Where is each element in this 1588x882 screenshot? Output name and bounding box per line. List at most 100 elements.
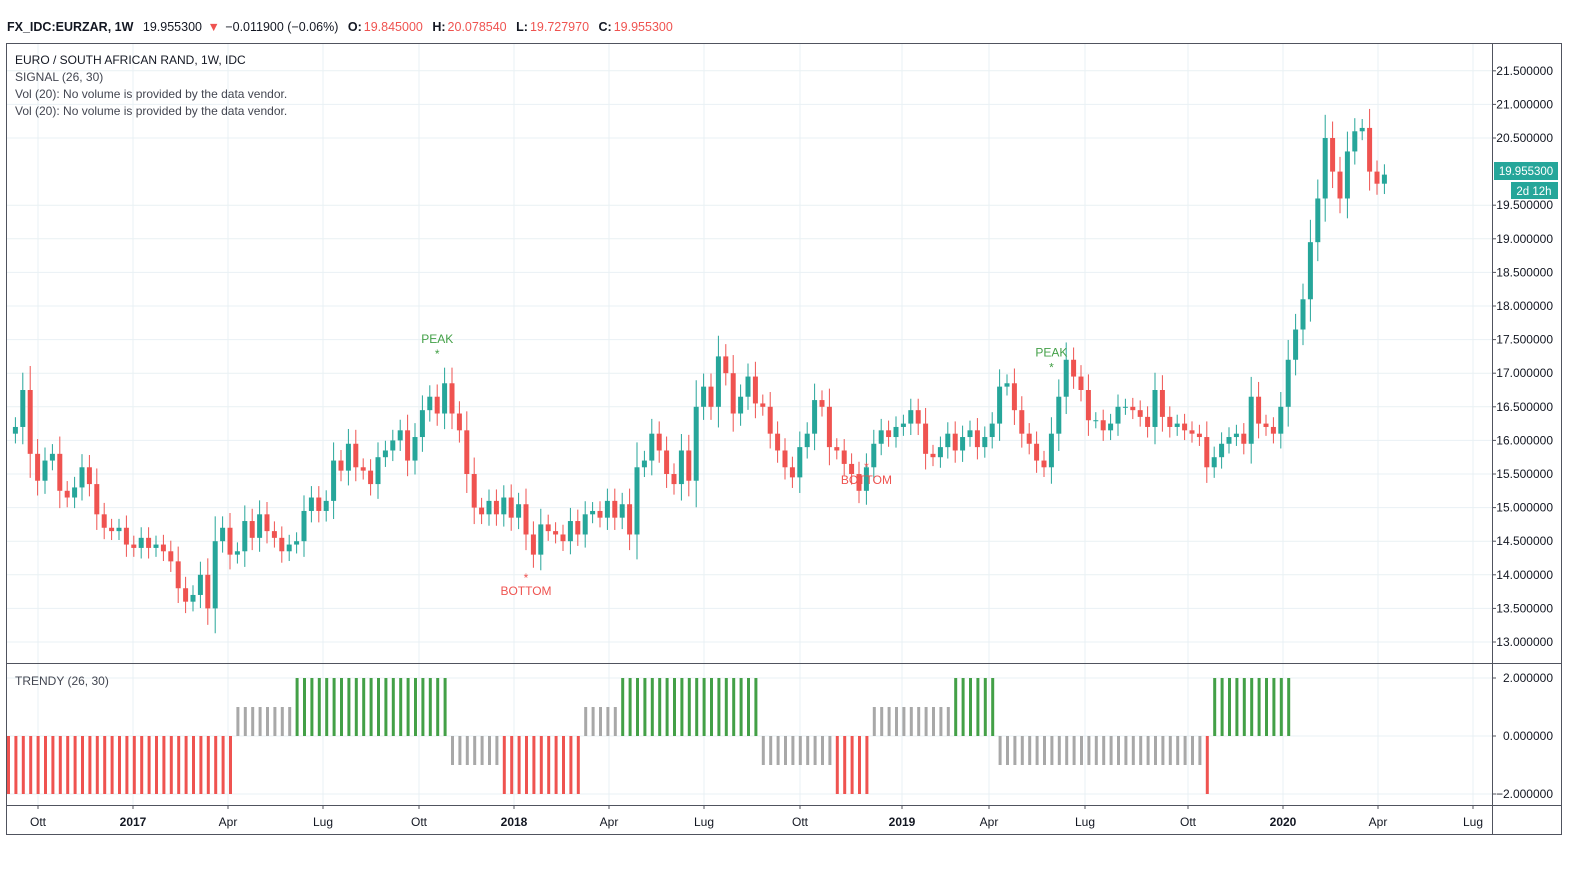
candle-body bbox=[1204, 437, 1210, 468]
trendy-bar bbox=[939, 707, 943, 736]
candle-body bbox=[1034, 443, 1040, 461]
price-tick-label: 14.000000 bbox=[1496, 568, 1553, 582]
candle-body bbox=[627, 504, 633, 535]
candle-body bbox=[1056, 396, 1062, 434]
trendy-bar bbox=[806, 736, 810, 765]
candle-body bbox=[1130, 406, 1136, 411]
trendy-bar bbox=[1265, 678, 1268, 736]
trendy-bar bbox=[243, 707, 247, 736]
trendy-bar bbox=[532, 736, 536, 794]
symbol-label[interactable]: FX_IDC:EURZAR, 1W bbox=[7, 20, 134, 34]
high-value: 20.078540 bbox=[447, 20, 507, 34]
candle-body bbox=[782, 450, 788, 468]
candle-body bbox=[730, 373, 736, 414]
candlestick-series[interactable] bbox=[12, 108, 1387, 634]
candle-body bbox=[123, 527, 129, 545]
chart-title[interactable]: EURO / SOUTH AFRICAN RAND, 1W, IDC bbox=[15, 53, 246, 67]
trendy-bar bbox=[14, 736, 18, 794]
trendy-bar bbox=[140, 736, 144, 794]
candle-body bbox=[1359, 127, 1365, 132]
price-tick-label: 15.000000 bbox=[1496, 501, 1553, 515]
trendy-bar bbox=[1161, 736, 1165, 765]
trendy-bar bbox=[184, 736, 188, 794]
trendy-bar bbox=[229, 736, 232, 794]
candle-body bbox=[686, 450, 692, 481]
candle-body bbox=[1278, 406, 1284, 434]
annotations: *PEAK*BOTTOM*BOTTOM*PEAK bbox=[421, 332, 1067, 598]
candle-body bbox=[523, 504, 529, 535]
chart-frame bbox=[6, 43, 1562, 835]
trendy-bar bbox=[1191, 736, 1194, 765]
candle-body bbox=[723, 356, 729, 374]
candle-body bbox=[693, 406, 699, 481]
trendy-bar bbox=[1072, 736, 1076, 765]
trendy-bar bbox=[821, 736, 824, 765]
price-tick-label: 20.500000 bbox=[1496, 131, 1553, 145]
candle-body bbox=[819, 400, 825, 407]
time-axis[interactable]: Ott 2017 Apr Lug Ott 2018 Apr Lug Ott 2019 Apr Lug O… bbox=[30, 805, 1483, 829]
trendy-bar bbox=[724, 678, 728, 736]
close-label: C: bbox=[598, 20, 612, 34]
trendy-series[interactable] bbox=[7, 678, 1291, 794]
trendy-bar bbox=[36, 736, 40, 794]
trendy-bar bbox=[480, 736, 484, 765]
trendy-bar bbox=[1235, 678, 1239, 736]
trendy-bar bbox=[539, 736, 543, 794]
trendy-bar bbox=[443, 678, 447, 736]
candle-body bbox=[701, 386, 707, 407]
trendy-bar bbox=[576, 736, 580, 794]
trendy-bar bbox=[710, 678, 713, 736]
trendy-bar bbox=[147, 736, 151, 794]
candle-body bbox=[146, 537, 152, 548]
trendy-bar bbox=[273, 707, 277, 736]
candle-body bbox=[575, 521, 581, 535]
trendy-bar bbox=[717, 678, 721, 736]
trendy-bar bbox=[636, 678, 639, 736]
candle-body bbox=[863, 467, 869, 491]
price-axis[interactable]: 21.500000 21.000000 20.500000 19.500000 19.0… bbox=[1492, 64, 1553, 649]
candle-body bbox=[249, 521, 255, 538]
candle-body bbox=[42, 460, 48, 481]
trendy-bar bbox=[1065, 736, 1069, 765]
trendy-tick-label: 0.000000 bbox=[1503, 729, 1553, 743]
bottom-annotation-2-star: * bbox=[864, 460, 869, 474]
candle-body bbox=[634, 467, 640, 535]
signal-legend[interactable]: SIGNAL (26, 30) bbox=[15, 70, 104, 84]
candle-body bbox=[1174, 423, 1180, 427]
trendy-bar bbox=[776, 736, 780, 765]
price-tick-label: 17.500000 bbox=[1496, 333, 1553, 347]
trendy-bar bbox=[44, 736, 47, 794]
bottom-annotation-1-star: * bbox=[524, 571, 529, 585]
trendy-bar bbox=[769, 736, 773, 765]
candle-body bbox=[612, 500, 618, 518]
trendy-bar bbox=[458, 736, 462, 765]
trendy-bar bbox=[754, 678, 758, 736]
candle-body bbox=[1352, 131, 1358, 152]
price-tick-label: 21.500000 bbox=[1496, 64, 1553, 78]
candle-body bbox=[1285, 359, 1291, 407]
volume-legend-1[interactable]: Vol (20): No volume is provided by the d… bbox=[15, 87, 288, 101]
candle-body bbox=[937, 447, 943, 458]
last-price: 19.955300 bbox=[142, 20, 202, 34]
trendy-bar bbox=[1043, 736, 1046, 765]
volume-legend-2[interactable]: Vol (20): No volume is provided by the d… bbox=[15, 104, 288, 118]
trendy-legend[interactable]: TRENDY (26, 30) bbox=[15, 674, 109, 688]
last-price-badge-bg bbox=[1494, 162, 1558, 180]
candle-body bbox=[1367, 127, 1373, 172]
price-tick-label: 13.000000 bbox=[1496, 635, 1553, 649]
trendy-axis[interactable]: 2.000000 0.000000 −2.000000 bbox=[1492, 671, 1553, 801]
candle-body bbox=[967, 430, 973, 438]
candle-body bbox=[900, 423, 906, 427]
trendy-bar bbox=[1183, 736, 1187, 765]
trendy-bar bbox=[1013, 736, 1017, 765]
price-tick-label: 18.500000 bbox=[1496, 265, 1553, 279]
candle-body bbox=[131, 544, 137, 548]
trendy-bar bbox=[325, 678, 329, 736]
candle-body bbox=[271, 531, 277, 538]
trendy-bar bbox=[118, 736, 121, 794]
time-tick-label: Apr bbox=[600, 815, 619, 829]
trendy-bar bbox=[414, 678, 417, 736]
trendy-bar bbox=[850, 736, 854, 794]
trendy-bar bbox=[695, 678, 699, 736]
